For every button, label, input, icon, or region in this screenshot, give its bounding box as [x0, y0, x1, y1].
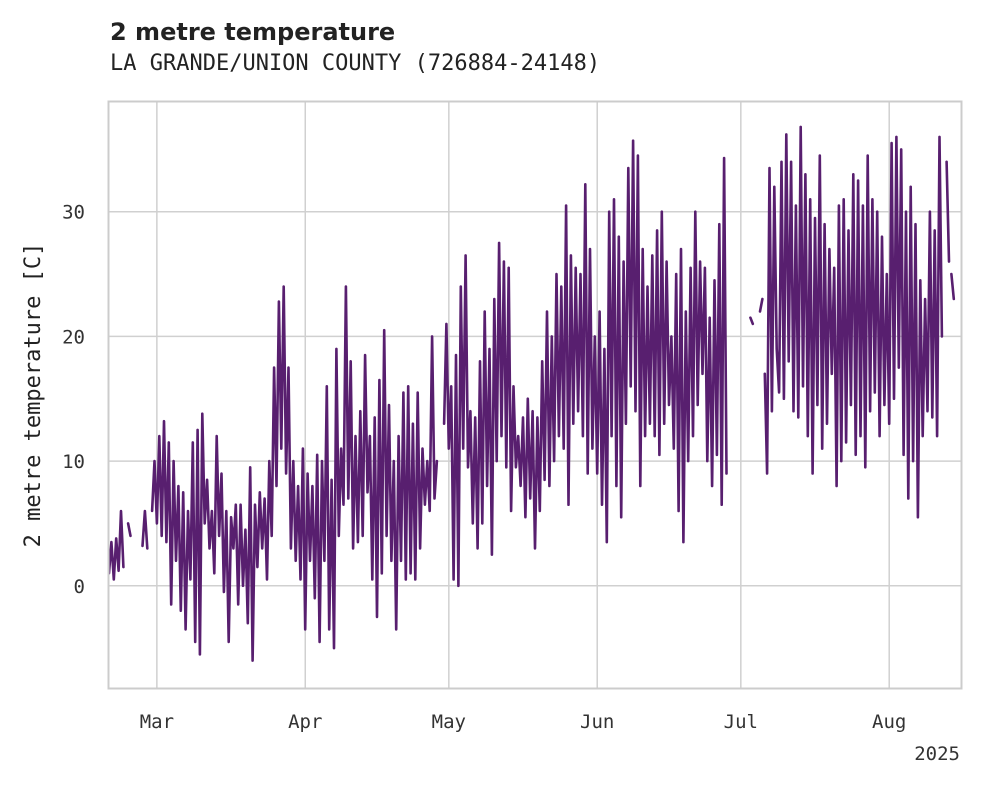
plot-frame: [107, 100, 963, 690]
tick-labels: 0 10 20 30 Mar Apr May Jun Jul Aug: [62, 202, 906, 733]
x-tick-label: May: [432, 711, 466, 733]
series-line-segment: [749, 316, 755, 326]
y-tick-label: 0: [74, 576, 85, 598]
y-tick-label: 20: [62, 326, 85, 348]
series-line-segment: [950, 272, 956, 301]
series-line-segment: [107, 509, 125, 581]
x-tick-label: Jun: [580, 711, 614, 733]
series-line-segment: [141, 509, 149, 550]
chart-subtitle: LA GRANDE/UNION COUNTY (726884-24148): [110, 51, 601, 76]
x-axis-year-label: 2025: [914, 743, 960, 765]
x-tick-label: Jul: [724, 711, 758, 733]
series-line-segment: [763, 125, 944, 519]
series-line-segment: [442, 139, 728, 588]
series-line: [107, 125, 956, 662]
chart-title: 2 metre temperature: [110, 18, 396, 46]
series-line-segment: [150, 285, 439, 662]
series-line-segment: [758, 297, 764, 313]
y-axis-label: 2 metre temperature [C]: [21, 243, 46, 548]
series-line-segment: [126, 522, 132, 538]
x-tick-label: Apr: [288, 711, 322, 733]
y-tick-label: 30: [62, 202, 85, 224]
x-tick-label: Aug: [872, 711, 906, 733]
x-tick-label: Mar: [140, 711, 174, 733]
y-tick-label: 10: [62, 451, 85, 473]
series-line-segment: [945, 160, 951, 263]
